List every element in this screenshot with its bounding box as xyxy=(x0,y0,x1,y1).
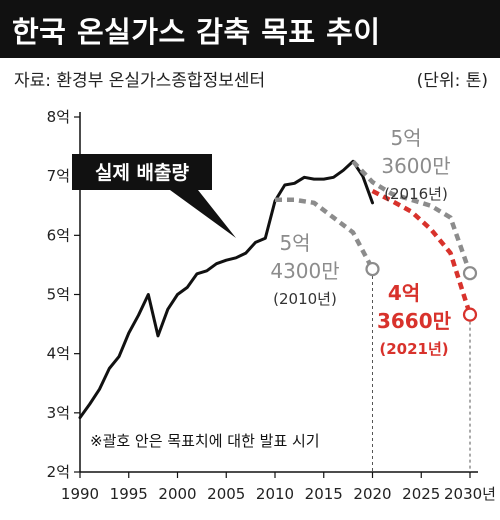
footnote-text: ※괄호 안은 목표치에 대한 발표 시기 xyxy=(90,432,320,450)
y-tick-label: 4억 xyxy=(47,345,70,363)
series-line-3 xyxy=(371,188,473,316)
endpoint-label-amount2-0: 4300만 xyxy=(270,259,339,283)
x-tick-label: 2005 xyxy=(207,485,245,503)
x-tick-label: 2030년 xyxy=(444,485,496,503)
series-line-1 xyxy=(275,197,375,271)
y-tick-label: 6억 xyxy=(47,226,70,244)
endpoint-label-amount2-1: 3600만 xyxy=(381,154,450,178)
x-tick-label: 2015 xyxy=(305,485,343,503)
endpoint-marker-2 xyxy=(462,307,478,322)
y-tick-label: 7억 xyxy=(47,167,70,185)
x-tick-label: 1990 xyxy=(61,485,99,503)
x-tick-label: 2000 xyxy=(158,485,196,503)
y-tick-label: 5억 xyxy=(47,286,70,304)
endpoint-label-amount2-2: 3660만 xyxy=(377,309,452,333)
callout-box xyxy=(72,154,212,190)
x-tick-label: 1995 xyxy=(110,485,148,503)
endpoint-label-year-2: (2021년) xyxy=(379,340,448,358)
callout-label: 실제 배출량 xyxy=(95,162,190,184)
x-tick-label: 2020 xyxy=(353,485,391,503)
callout-pointer xyxy=(170,190,236,238)
y-tick-label: 3억 xyxy=(47,404,70,422)
endpoint-label-amount-1: 5억 xyxy=(390,126,421,150)
endpoint-label-year-1: (2016년) xyxy=(384,185,448,203)
source-text: 자료: 환경부 온실가스종합정보센터 xyxy=(14,71,266,91)
x-tick-label: 2010 xyxy=(256,485,294,503)
endpoint-label-amount-2: 4억 xyxy=(388,281,420,305)
endpoint-marker-0 xyxy=(365,261,380,277)
unit-text: (단위: 톤) xyxy=(416,71,488,91)
y-tick-label: 8억 xyxy=(47,108,70,126)
chart-title: 한국 온실가스 감축 목표 추이 xyxy=(12,15,381,49)
x-tick-label: 2025 xyxy=(402,485,440,503)
endpoint-marker-1 xyxy=(462,266,478,281)
y-tick-label: 2억 xyxy=(47,463,70,481)
title-bar: 한국 온실가스 감축 목표 추이 xyxy=(0,0,500,58)
series-line-2 xyxy=(351,159,473,274)
series-line-0 xyxy=(78,159,374,420)
endpoint-label-amount-0: 5억 xyxy=(279,231,310,255)
endpoint-label-year-0: (2010년) xyxy=(273,290,337,308)
